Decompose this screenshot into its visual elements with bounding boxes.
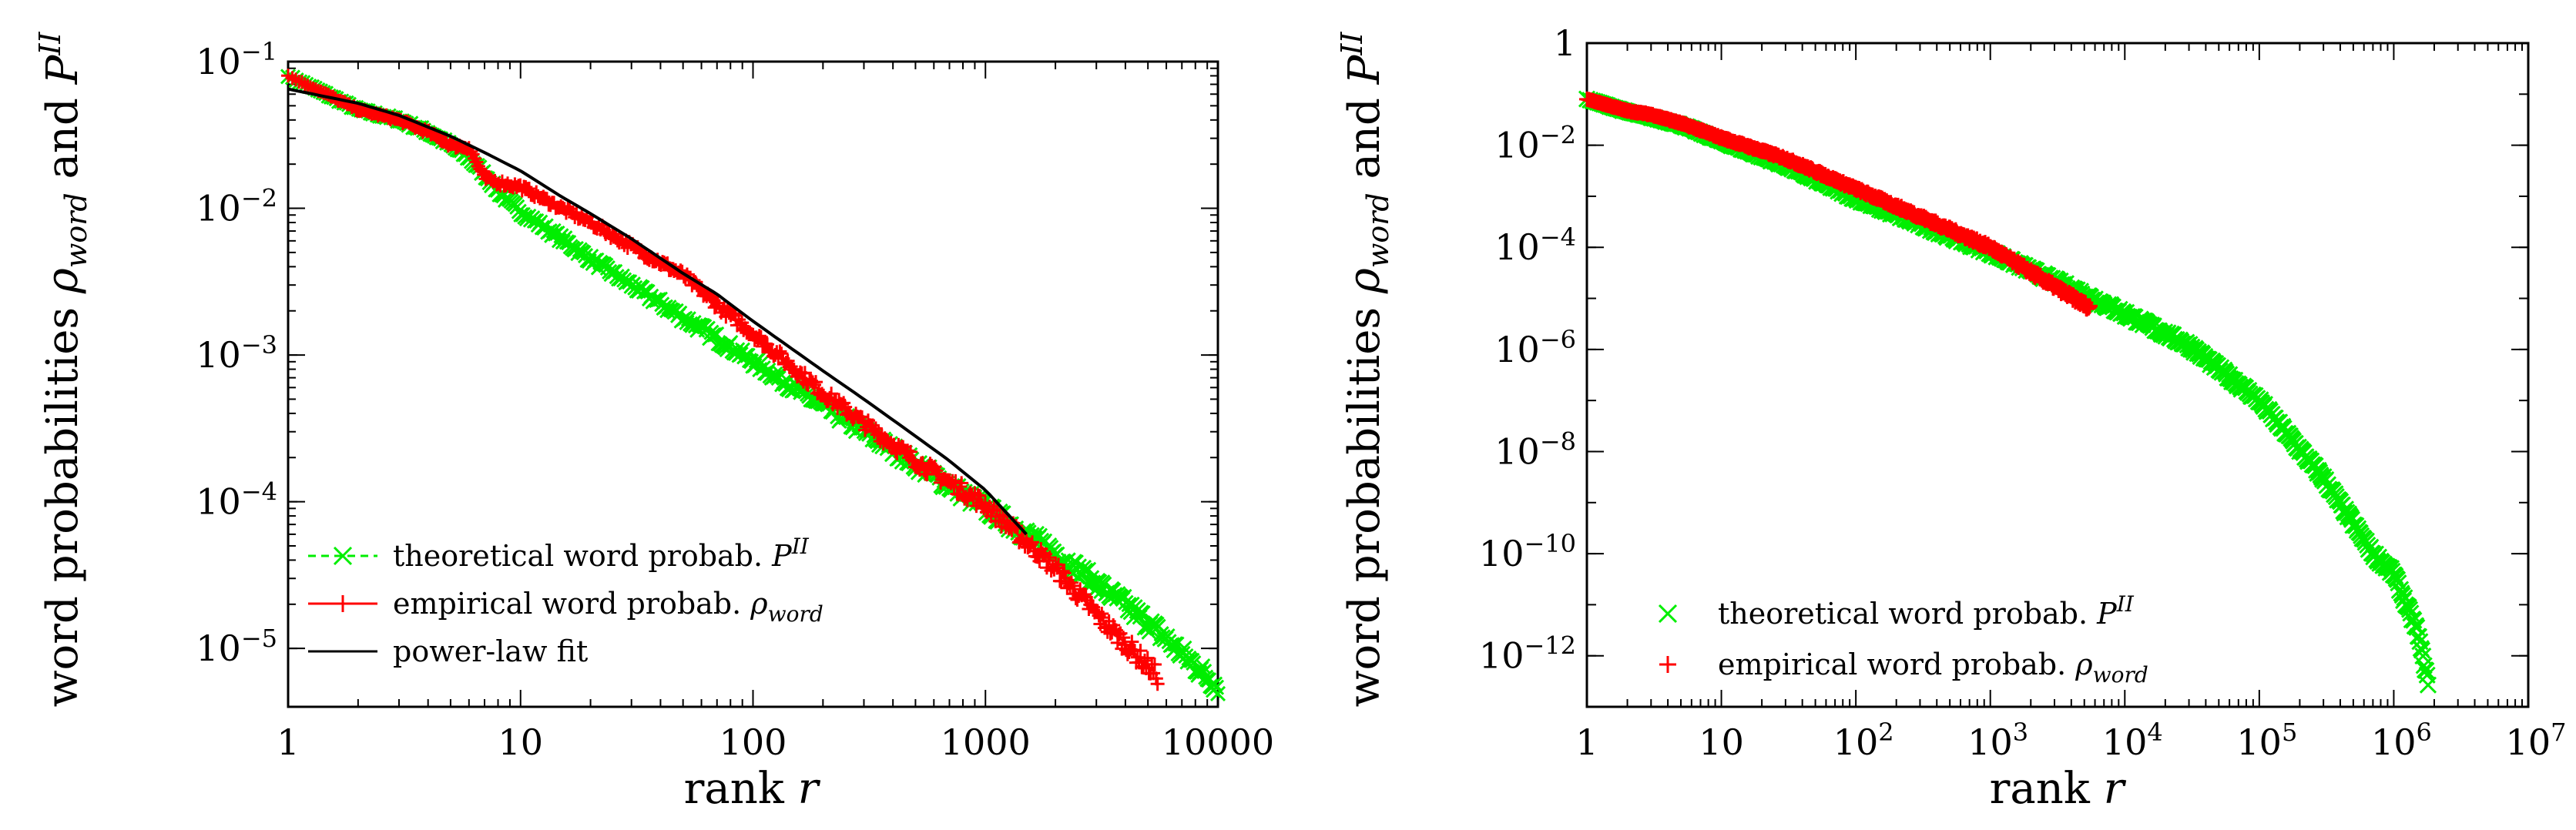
- series-empirical-1: [281, 69, 1165, 691]
- data-point: [1125, 634, 1139, 649]
- fit-line: [287, 87, 1028, 536]
- x-tick-label: 107: [2506, 718, 2567, 763]
- y-tick-label: 10−4: [1494, 223, 1576, 268]
- x-tick-label: 10000: [1162, 721, 1274, 763]
- x-tick-label: 105: [2236, 718, 2297, 763]
- data-point: [972, 488, 987, 503]
- series-power-law-1: [287, 87, 1028, 536]
- legend: theoretical word probab. PII empirical wo…: [1658, 591, 2148, 688]
- data-point: [555, 234, 571, 250]
- data-point: [807, 377, 822, 392]
- data-point: [901, 443, 915, 458]
- x-tick-label: 106: [2371, 718, 2432, 763]
- data-point: [824, 387, 839, 401]
- data-point: [1065, 578, 1080, 593]
- series-line: [287, 75, 1159, 677]
- legend-entry: theoretical word probab. PII: [1718, 591, 2135, 631]
- data-point: [954, 476, 969, 490]
- y-tick-label: 10−10: [1479, 529, 1576, 574]
- data-point: [1147, 658, 1162, 672]
- data-point: [2390, 574, 2407, 592]
- x-tick-label: 103: [1967, 718, 2028, 763]
- data-point: [1195, 658, 1211, 674]
- data-point: [2419, 676, 2437, 694]
- data-point: [1133, 644, 1148, 658]
- x-axis-label: rank r: [1990, 764, 2127, 814]
- data-point: [2317, 470, 2335, 488]
- legend: theoretical word probab. PII empirical wo…: [308, 534, 823, 668]
- data-point: [2415, 657, 2433, 674]
- y-tick-label: 10−3: [196, 330, 277, 376]
- y-axis-label: word probabilities ρword and PII: [1335, 32, 1395, 708]
- data-point: [288, 72, 303, 87]
- x-axis-label: rank r: [684, 764, 821, 814]
- data-point: [1150, 677, 1165, 691]
- x-tick-label: 102: [1833, 718, 1894, 763]
- x-tick-label: 1: [1575, 721, 1598, 763]
- data-point: [1196, 664, 1213, 680]
- data-point: [1164, 637, 1180, 653]
- data-point: [1209, 685, 1226, 702]
- data-point: [997, 513, 1011, 527]
- y-tick-label: 10−2: [196, 184, 277, 229]
- y-axis-label: word probabilities ρword and PII: [33, 32, 93, 708]
- y-tick-label: 10−1: [196, 37, 277, 82]
- data-point: [2392, 581, 2410, 598]
- data-point: [773, 344, 787, 359]
- data-point: [1068, 591, 1083, 606]
- y-tick-label: 10−2: [1494, 121, 1576, 166]
- data-point: [835, 397, 850, 412]
- legend-entry: power-law fit: [393, 634, 588, 668]
- x-tick-label: 1000: [941, 721, 1031, 763]
- x-tick-label: 100: [719, 721, 787, 763]
- data-point: [1064, 575, 1078, 590]
- data-point: [2401, 601, 2419, 618]
- chart-panel-1: 1 10 100 1000 10000 10−5 10−4 10−3 10−2 10−1 rank …: [33, 32, 1274, 814]
- data-point: [1077, 587, 1092, 602]
- x-tick-label: 10: [1699, 721, 1744, 763]
- data-point: [1025, 535, 1039, 550]
- x-tick-label: 1: [277, 721, 299, 763]
- data-point: [1050, 561, 1065, 575]
- y-tick-label: 10−4: [196, 477, 277, 523]
- y-tick-label: 10−12: [1479, 631, 1576, 677]
- plot-frame: [1585, 42, 2530, 708]
- y-tick-label: 10−6: [1494, 325, 1576, 370]
- y-tick-label: 10−5: [196, 624, 277, 669]
- series-empirical-2: [1579, 91, 2098, 317]
- data-point: [2081, 298, 2098, 314]
- data-point: [509, 199, 525, 215]
- x-tick-label: 104: [2102, 718, 2163, 763]
- data-point: [1138, 653, 1152, 668]
- chart-panel-2: 1 10 102 103 104 105 106 107 1 10−2 10−4 10−6 10−8 10…: [1335, 22, 2566, 814]
- data-point: [2413, 641, 2431, 659]
- data-point: [1055, 564, 1070, 578]
- data-point: [2417, 661, 2435, 679]
- data-point: [1024, 537, 1038, 552]
- legend-marker: [334, 595, 351, 612]
- legend-entry: empirical word probab. ρword: [393, 587, 823, 627]
- data-point: [1116, 631, 1131, 645]
- legend-entry: empirical word probab. ρword: [1718, 648, 2148, 688]
- legend-marker: [333, 546, 353, 566]
- data-point: [1042, 551, 1057, 565]
- legend-entry: theoretical word probab. PII: [393, 534, 810, 573]
- data-point: [809, 375, 823, 390]
- y-tick-label: 10−8: [1494, 427, 1576, 472]
- legend-marker: [1658, 604, 1678, 624]
- data-point: [904, 444, 918, 459]
- y-tick-label: 1: [1554, 22, 1576, 64]
- x-tick-label: 10: [498, 721, 543, 763]
- legend-marker: [1659, 656, 1676, 673]
- data-point: [865, 418, 880, 433]
- data-point: [1016, 531, 1031, 546]
